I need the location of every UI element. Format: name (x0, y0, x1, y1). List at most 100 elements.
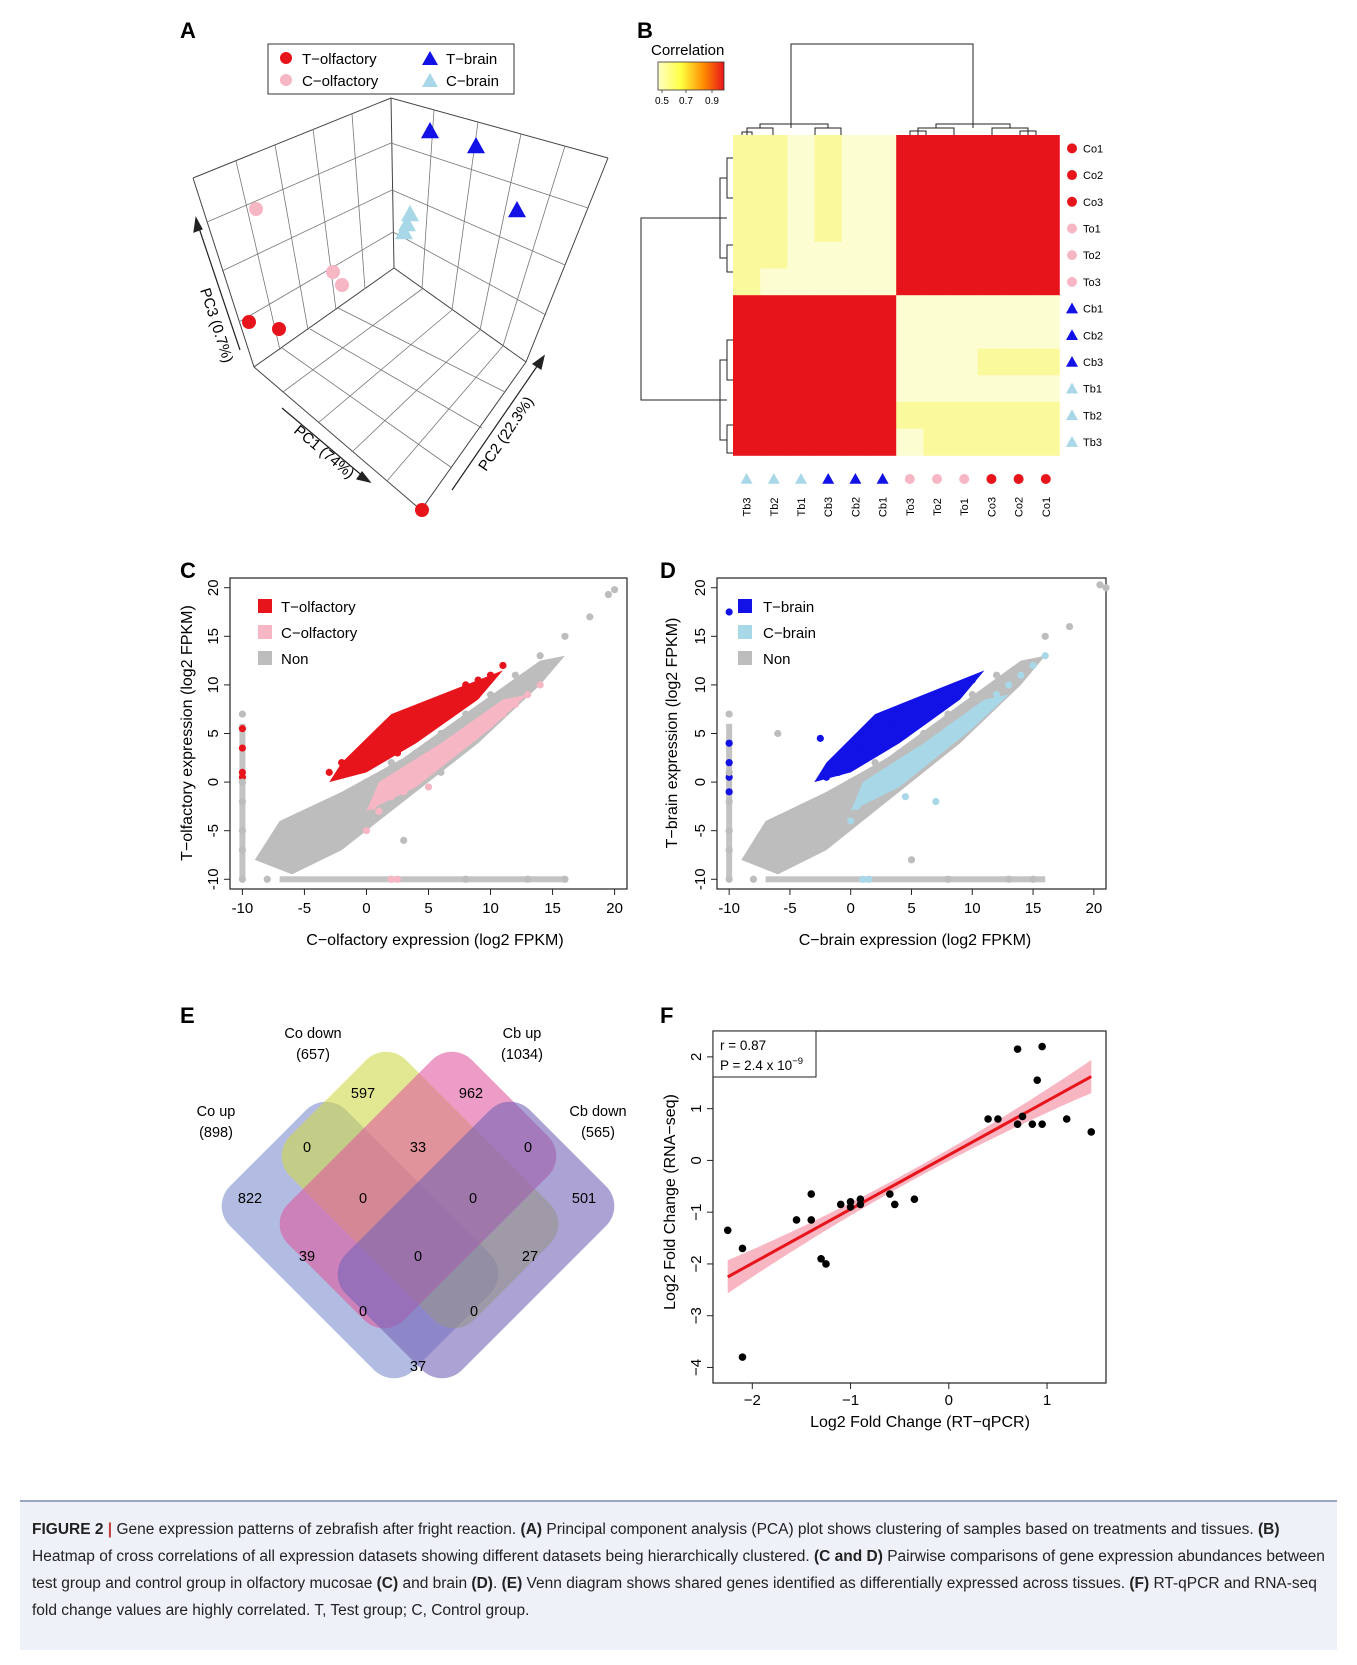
scatter-c-point-s1-4 (412, 778, 420, 786)
panel-d-letter: D (660, 558, 676, 583)
scatter-c-ytick-label-3: 5 (205, 729, 222, 737)
heatmap-cell-8-5 (869, 348, 897, 376)
scatter-c-point-s1-11 (499, 710, 507, 718)
pca-axis-pc3-label: PC3 (0.7%) (196, 286, 236, 365)
heatmap-cell-2-3 (814, 188, 843, 216)
scatter-d-point-s2-0 (725, 875, 733, 883)
scatter-c-point-s2-11 (437, 729, 445, 738)
scatter-c-ytick-label-0: -10 (205, 868, 222, 890)
scatter-d-point-s1-3 (883, 778, 891, 786)
col-label-To3: To3 (905, 498, 917, 516)
scatter-c-xtick-label-4: 10 (482, 900, 499, 917)
heatmap-cell-11-8 (950, 428, 979, 456)
scatter-c-point-s2-22 (462, 875, 470, 883)
scatter-d-point-s0-1 (725, 739, 733, 747)
heatmap-cell-2-9 (977, 188, 1006, 216)
col-label-Co3: Co3 (986, 497, 998, 517)
heatmap-cell-2-1 (760, 188, 788, 216)
panel-c-legend: T−olfactory C−olfactory Non (258, 599, 358, 668)
heatmap-cell-5-3 (814, 268, 843, 296)
heatmap-cell-10-11 (1032, 402, 1060, 430)
scatter-c-point-s1-8 (462, 739, 470, 747)
panel-a: A T−olfactory C−olfactory T−brain C−brai… (180, 18, 609, 517)
stat-p-exponent: −9 (792, 1056, 803, 1067)
caption-bold-b: (B) (1258, 1521, 1280, 1538)
panel-a-letter: A (180, 18, 196, 43)
heatmap-cell-7-9 (977, 321, 1006, 349)
scatter-d-point-s0-4 (725, 788, 733, 796)
col-marker-Co2 (1013, 474, 1024, 484)
heatmap-cell-8-7 (923, 348, 951, 376)
venn-region-c: 962 (459, 1086, 483, 1102)
scatter-f-point-22 (1033, 1076, 1042, 1084)
legend-marker-t-olfactory (280, 52, 292, 64)
heatmap-cell-4-7 (923, 241, 951, 269)
scatter-d-point-s1-15 (1029, 661, 1037, 670)
heatmap-cell-3-3 (814, 215, 843, 243)
scatter-d-point-s1-7 (932, 739, 940, 747)
heatmap-cell-7-0 (733, 321, 761, 349)
scatter-f-point-17 (994, 1115, 1002, 1123)
col-label-To2: To2 (932, 498, 944, 516)
pca-point-0-1 (272, 322, 286, 336)
panel-b-letter: B (637, 18, 653, 43)
legend-swatch-c-olfactory (258, 625, 272, 639)
scatter-d-point-s0-0 (725, 608, 733, 616)
scatter-c-point-s1-6 (437, 759, 445, 767)
scatter-c-point-s2-18 (604, 590, 612, 599)
heatmap-cell-7-6 (896, 321, 924, 349)
heatmap-cell-11-3 (814, 428, 843, 456)
row-marker-To2 (1067, 250, 1077, 261)
heatmap-cell-4-9 (977, 241, 1006, 269)
heatmap-cell-8-4 (841, 348, 870, 376)
scatter-c-point-s2-16 (561, 632, 569, 640)
heatmap-cell-5-6 (896, 268, 924, 296)
pca-point-2-1 (467, 137, 485, 154)
row-marker-Co2 (1067, 170, 1077, 181)
heatmap-cell-11-1 (760, 428, 788, 456)
venn-label-co-down: Co down (284, 1026, 341, 1042)
scatter-d-point-s2-12 (944, 710, 952, 718)
heatmap-cell-5-11 (1032, 268, 1060, 296)
heatmap-cell-10-7 (923, 402, 951, 430)
scatter-d-point-s0-13 (920, 705, 928, 713)
scatter-c-point-s1-10 (486, 720, 495, 728)
heatmap-cell-7-7 (923, 321, 951, 349)
heatmap-cell-10-3 (814, 402, 843, 430)
heatmap-cell-5-1 (760, 268, 788, 296)
heatmap-cell-6-3 (814, 295, 843, 323)
scatter-c-point-s1-15 (424, 783, 433, 791)
scatter-d-point-s2-9 (871, 759, 879, 767)
panel-d-legend: T−brain C−brain Non (738, 599, 816, 668)
scatter-d-point-s2-24 (798, 846, 806, 854)
scatter-d-point-s1-10 (968, 710, 976, 718)
heatmap-cell-9-6 (896, 375, 924, 403)
heatmap-cell-6-10 (1005, 295, 1033, 323)
heatmap-cell-2-7 (923, 188, 951, 216)
scatter-c-point-s1-3 (400, 788, 408, 796)
scatter-d-point-s1-18 (901, 793, 910, 801)
heatmap-cell-3-4 (841, 215, 870, 243)
row-marker-Cb2 (1066, 329, 1078, 341)
scatter-d-point-s0-14 (932, 700, 940, 708)
heatmap-cell-1-11 (1032, 161, 1060, 189)
heatmap-cell-6-1 (760, 295, 788, 323)
panel-c-letter: C (180, 558, 196, 583)
panel-e: E Co up (898) Co down (657) Cb up (1034)… (180, 1003, 627, 1379)
scatter-d-point-s2-13 (968, 691, 976, 699)
scatter-d-point-s2-6 (786, 827, 794, 835)
scatter-f-ytick-label-0: −4 (688, 1359, 705, 1376)
heatmap-cell-0-7 (923, 135, 951, 163)
heatmap-cell-3-0 (733, 215, 761, 243)
venn-count-cb-down: (565) (581, 1125, 615, 1141)
scatter-c-point-s1-2 (387, 793, 395, 801)
scatter-d-point-s1-12 (992, 691, 1001, 699)
heatmap-cell-8-2 (787, 348, 815, 376)
scatter-d-point-s0-17 (968, 676, 976, 684)
row-label-Tb1: Tb1 (1083, 384, 1102, 396)
scatter-c-xtick-label-2: 0 (362, 900, 370, 917)
heatmap-cell-0-10 (1005, 135, 1033, 163)
heatmap-cell-11-0 (733, 428, 761, 456)
heatmap-cell-8-10 (1005, 348, 1033, 376)
scatter-f-ytick-label-4: 0 (688, 1156, 705, 1164)
